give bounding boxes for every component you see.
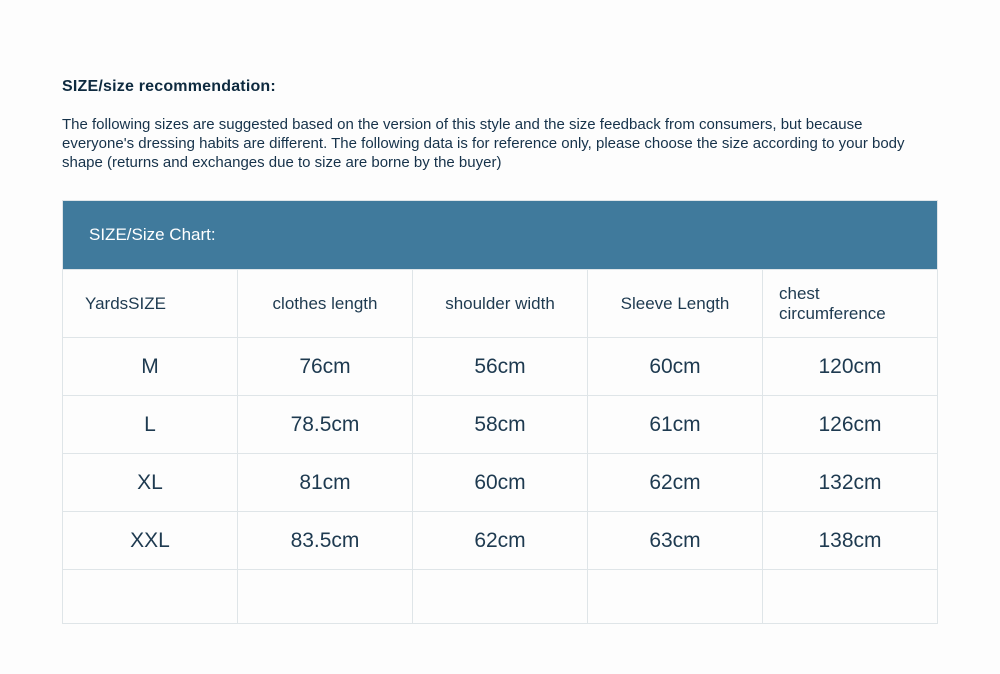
cell-chest: 126cm — [763, 396, 938, 454]
cell-sleeve-length: 62cm — [588, 454, 763, 512]
section-description: The following sizes are suggested based … — [62, 116, 938, 172]
cell-empty — [588, 570, 763, 624]
cell-empty — [413, 570, 588, 624]
section-heading: SIZE/size recommendation: — [62, 78, 938, 96]
cell-size: XL — [63, 454, 238, 512]
cell-shoulder-width: 62cm — [413, 512, 588, 570]
cell-sleeve-length: 61cm — [588, 396, 763, 454]
cell-size: XXL — [63, 512, 238, 570]
cell-size: L — [63, 396, 238, 454]
table-row: L 78.5cm 58cm 61cm 126cm — [63, 396, 938, 454]
cell-empty — [238, 570, 413, 624]
cell-shoulder-width: 58cm — [413, 396, 588, 454]
cell-shoulder-width: 56cm — [413, 338, 588, 396]
cell-chest: 138cm — [763, 512, 938, 570]
col-header-shoulder-width: shoulder width — [413, 270, 588, 338]
col-header-sleeve-length: Sleeve Length — [588, 270, 763, 338]
cell-sleeve-length: 60cm — [588, 338, 763, 396]
col-header-size: YardsSIZE — [63, 270, 238, 338]
size-chart-title: SIZE/Size Chart: — [62, 200, 938, 269]
cell-clothes-length: 76cm — [238, 338, 413, 396]
cell-shoulder-width: 60cm — [413, 454, 588, 512]
cell-sleeve-length: 63cm — [588, 512, 763, 570]
col-header-clothes-length: clothes length — [238, 270, 413, 338]
table-header-row: YardsSIZE clothes length shoulder width … — [63, 270, 938, 338]
cell-empty — [763, 570, 938, 624]
size-recommendation-page: SIZE/size recommendation: The following … — [0, 0, 1000, 624]
cell-clothes-length: 81cm — [238, 454, 413, 512]
size-chart-table: YardsSIZE clothes length shoulder width … — [62, 269, 938, 624]
table-row-empty — [63, 570, 938, 624]
cell-chest: 132cm — [763, 454, 938, 512]
cell-clothes-length: 78.5cm — [238, 396, 413, 454]
table-row: M 76cm 56cm 60cm 120cm — [63, 338, 938, 396]
cell-clothes-length: 83.5cm — [238, 512, 413, 570]
cell-empty — [63, 570, 238, 624]
cell-chest: 120cm — [763, 338, 938, 396]
table-row: XXL 83.5cm 62cm 63cm 138cm — [63, 512, 938, 570]
table-row: XL 81cm 60cm 62cm 132cm — [63, 454, 938, 512]
col-header-chest-circumference: chest circumference — [763, 270, 938, 338]
cell-size: M — [63, 338, 238, 396]
